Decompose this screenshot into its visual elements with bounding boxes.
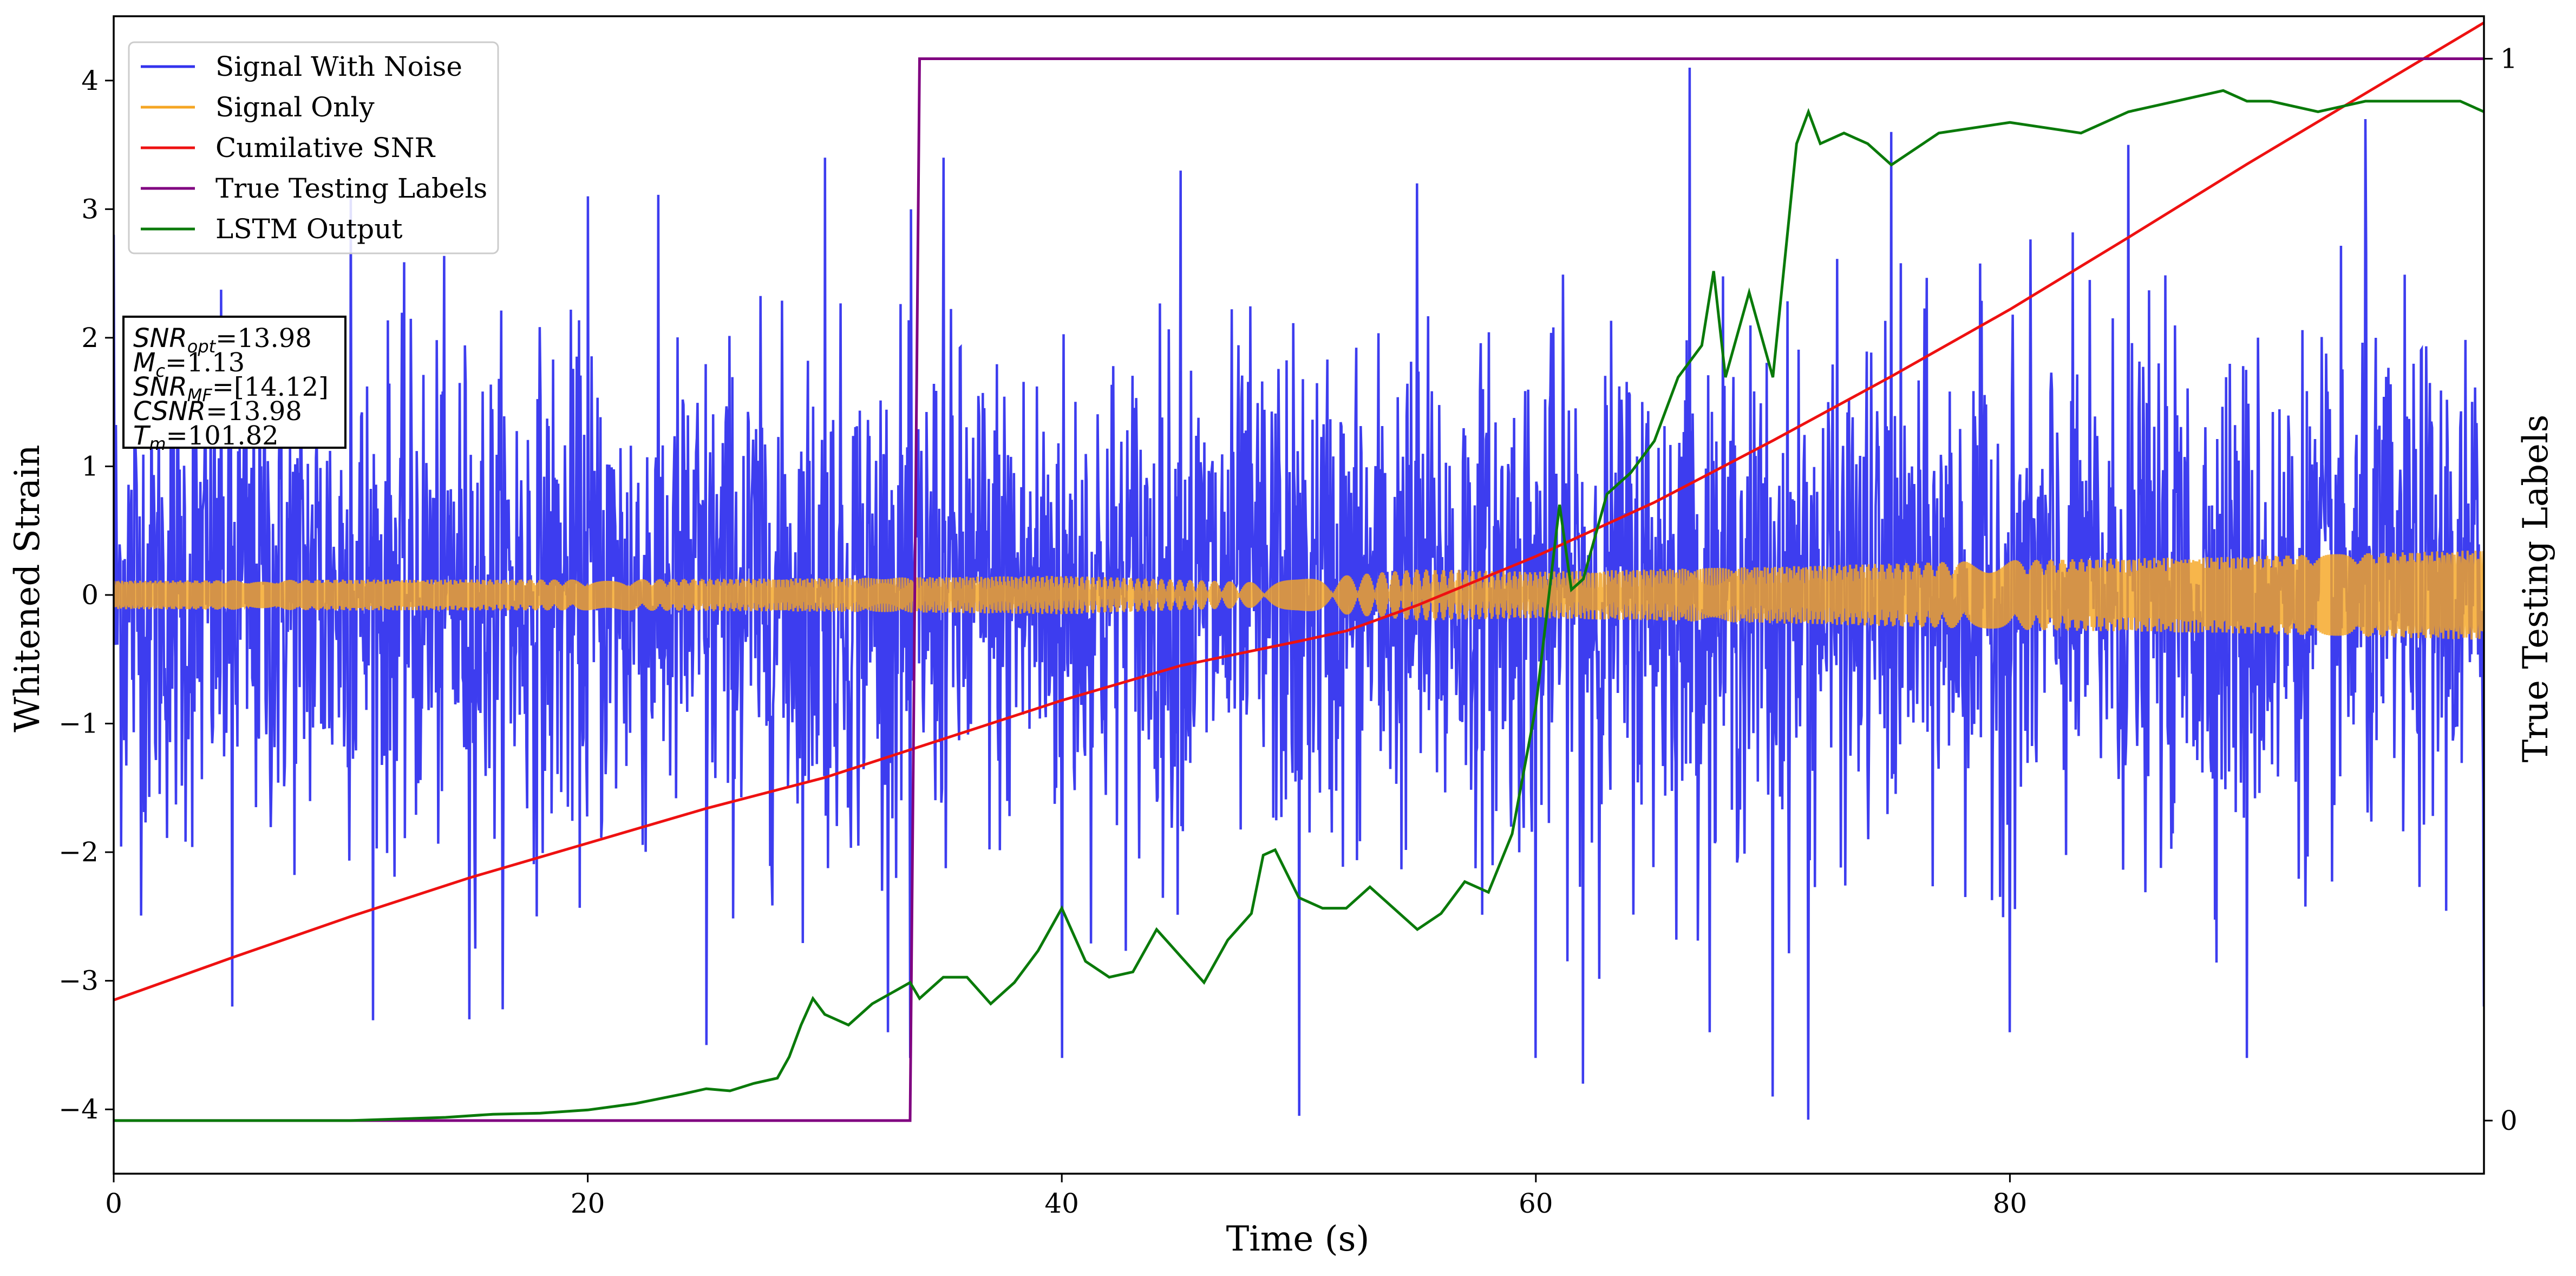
y-tick-label: −3 — [58, 965, 99, 997]
y2-axis-label: True Testing Labels — [2516, 415, 2556, 763]
plot-series — [114, 21, 2484, 1122]
series-signal-only — [114, 551, 2484, 640]
y2-tick-label: 0 — [2500, 1105, 2518, 1136]
annotation-box: SNRopt=13.98Mc=1.13SNRMF=[14.12]CSNR=13.… — [122, 316, 346, 454]
legend-entry-label: LSTM Output — [215, 213, 402, 245]
y-tick-label: 3 — [81, 193, 99, 225]
annotation-frame — [122, 316, 346, 449]
legend-entry-label: Signal Only — [215, 91, 375, 123]
x-tick-label: 80 — [1993, 1188, 2028, 1219]
x-tick-label: 0 — [105, 1188, 122, 1219]
y-tick-label: 4 — [81, 65, 99, 96]
x-tick-label: 20 — [571, 1188, 605, 1219]
y2-tick-label: 1 — [2500, 43, 2518, 74]
legend-entry-label: Signal With Noise — [215, 51, 462, 82]
x-tick-label: 60 — [1519, 1188, 1553, 1219]
y-tick-label: 2 — [81, 322, 99, 354]
x-tick-label: 40 — [1044, 1188, 1079, 1219]
annotation-line: Mc=1.13 — [133, 348, 245, 381]
y-tick-label: −1 — [58, 708, 99, 740]
y-tick-label: 1 — [81, 450, 99, 482]
series-cumilative-snr — [114, 21, 2484, 1002]
annotation-line: SNRMF=[14.12] — [133, 372, 329, 405]
y-tick-label: −2 — [58, 836, 99, 868]
y-axis-label: Whitened Strain — [8, 444, 48, 732]
y-tick-label: −4 — [58, 1094, 99, 1125]
y-tick-label: 0 — [81, 579, 99, 611]
series-signal-with-noise — [114, 67, 2484, 1120]
legend-entry-label: Cumilative SNR — [215, 132, 435, 163]
legend-entry-label: True Testing Labels — [215, 173, 487, 204]
annotation-line: SNRopt=13.98 — [133, 323, 312, 357]
series-true-testing-labels — [114, 57, 2484, 1122]
legend-box — [128, 41, 499, 254]
series-lstm-output — [114, 89, 2484, 1122]
x-axis-label: Time (s) — [1226, 1219, 1370, 1259]
legend: Signal With Noise Signal Only Cumilative S… — [128, 41, 499, 254]
annotation-line: CSNR=13.98 — [133, 396, 302, 427]
annotation-line: Tm=101.82 — [133, 421, 279, 454]
